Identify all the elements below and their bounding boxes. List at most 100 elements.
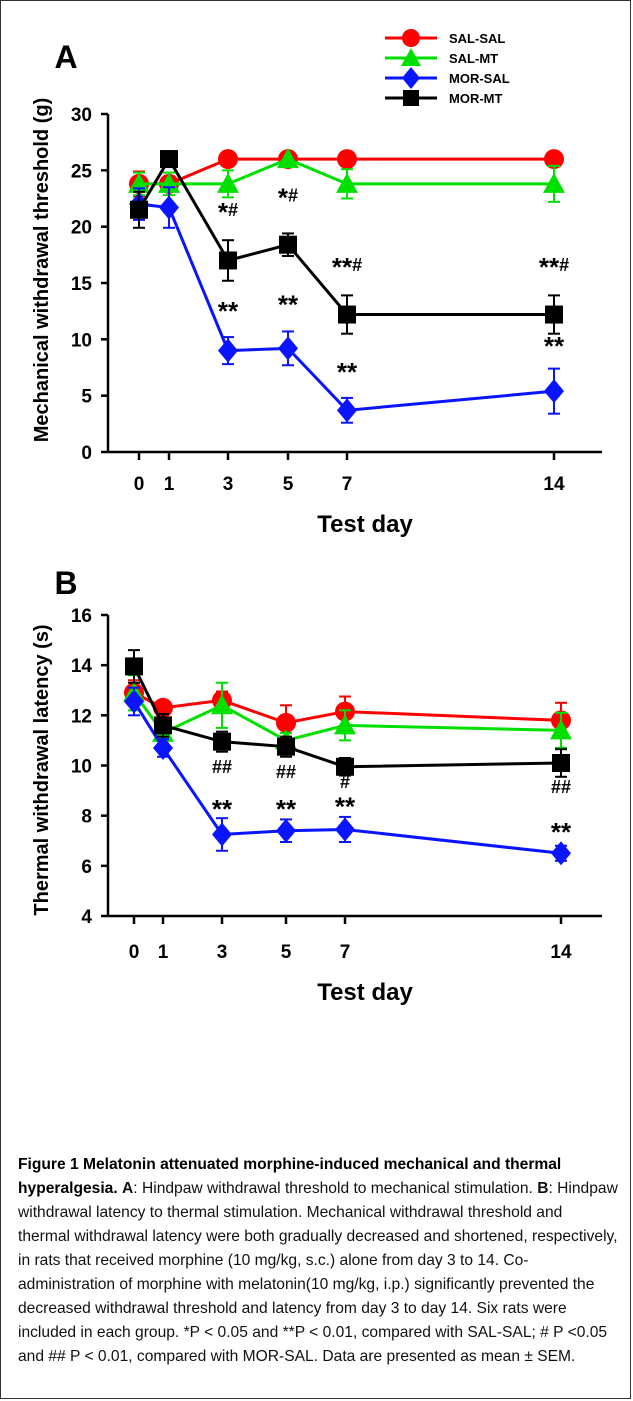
x-tick-label: 1 [158,942,169,963]
data-point-mor-mt [219,251,237,270]
legend-marker [403,90,419,106]
data-point-mor-mt [336,757,354,776]
legend-label: SAL-SAL [449,31,505,46]
panel-label-a: A [54,39,77,75]
significance-annotation: *# [278,182,298,212]
x-tick-label: 14 [550,942,572,963]
data-point-mor-sal [544,379,564,404]
y-axis-label: Mechanical withdrawal threshold (g) [31,98,53,443]
y-tick-label: 14 [71,656,93,677]
caption-b-text: : Hindpaw withdrawal latency to thermal … [18,1180,618,1365]
data-point-mor-sal [159,195,179,220]
legend-item-sal-mt: SAL-MT [385,48,498,66]
data-point-sal-sal [276,712,296,733]
significance-annotation: ** [212,794,233,824]
y-tick-label: 10 [71,757,92,778]
data-point-sal-mt [217,172,239,193]
y-tick-label: 12 [71,706,92,727]
significance-annotation: ** [337,357,358,387]
significance-annotation: ** [551,817,572,847]
x-tick-label: 3 [223,474,234,495]
data-point-mor-sal [276,818,296,843]
data-point-mor-sal [551,841,571,866]
data-point-mor-sal [153,735,173,760]
caption-a-label: A [122,1180,134,1197]
x-tick-label: 14 [543,474,565,495]
series-line-mor-mt [132,665,562,769]
data-point-mor-mt [154,716,172,735]
legend-item-sal-sal: SAL-SAL [385,29,505,47]
y-tick-label: 10 [71,330,92,351]
data-point-mor-mt [125,657,143,676]
caption-b-label: B [537,1180,549,1197]
data-point-mor-mt [338,305,356,324]
significance-annotation: ** [276,794,297,824]
series-mor-mt [130,150,563,335]
legend-marker [402,67,420,89]
legend-item-mor-sal: MOR-SAL [385,67,510,89]
data-point-mor-sal [218,338,238,363]
data-point-sal-sal [337,149,357,170]
x-tick-label: 5 [281,942,292,963]
significance-annotation: **# [539,252,569,282]
y-tick-label: 25 [71,161,93,182]
significance-annotation: ** [544,331,565,361]
significance-annotation: ## [212,757,232,777]
caption-title: Figure 1 Melatonin attenuated morphine-i… [18,1156,562,1197]
data-point-mor-mt [277,737,295,756]
x-tick-label: 5 [283,474,294,495]
significance-annotation: ** [278,289,299,319]
y-tick-label: 8 [81,807,92,828]
significance-annotation: ** [335,792,356,822]
data-point-mor-sal [335,817,355,842]
data-point-sal-mt [336,172,358,193]
series-mor-mt [125,649,570,778]
x-axis-label: Test day [317,511,413,538]
significance-annotation: *# [218,197,238,227]
x-tick-label: 0 [129,942,140,963]
data-point-mor-mt [213,732,231,751]
significance-annotation: **# [332,252,362,282]
data-point-mor-mt [545,305,563,324]
significance-annotation: ## [551,777,571,797]
y-tick-label: 5 [81,387,92,408]
y-tick-label: 16 [71,606,92,627]
data-point-sal-sal [544,149,564,170]
data-point-mor-sal [337,398,357,423]
series-mor-sal [124,686,571,866]
legend-marker [401,48,421,66]
y-axis-label: Thermal withdrawal latency (s) [31,624,53,915]
data-point-mor-mt [130,200,148,219]
legend: SAL-SAL SAL-MT MOR-SAL MOR-MT [385,29,510,106]
x-tick-label: 1 [164,474,175,495]
data-point-sal-sal [218,149,238,170]
series-mor-sal [129,186,564,424]
legend-label: MOR-SAL [449,71,510,86]
data-point-sal-mt [277,148,299,169]
x-tick-label: 7 [342,474,353,495]
y-tick-label: 20 [71,218,92,239]
significance-annotation: # [340,772,350,792]
legend-marker [402,29,420,47]
data-point-sal-mt [543,172,565,193]
data-point-sal-mt [211,694,233,715]
y-tick-label: 4 [81,907,92,928]
x-tick-label: 0 [134,474,145,495]
panel-label-b: B [54,570,77,601]
data-point-mor-mt [552,753,570,772]
data-point-mor-mt [279,235,297,254]
figure-caption: Figure 1 Melatonin attenuated morphine-i… [18,1153,618,1369]
y-tick-label: 6 [81,857,92,878]
caption-a-text: : Hindpaw withdrawal threshold to mechan… [133,1180,533,1197]
legend-label: MOR-MT [449,91,502,106]
x-tick-label: 7 [340,942,351,963]
x-axis-label: Test day [317,979,413,1006]
y-tick-label: 30 [71,105,92,126]
data-point-mor-sal [278,336,298,361]
significance-annotation: ** [218,296,239,326]
data-point-sal-mt [334,714,356,735]
data-point-mor-sal [124,689,144,714]
x-tick-label: 3 [217,942,228,963]
